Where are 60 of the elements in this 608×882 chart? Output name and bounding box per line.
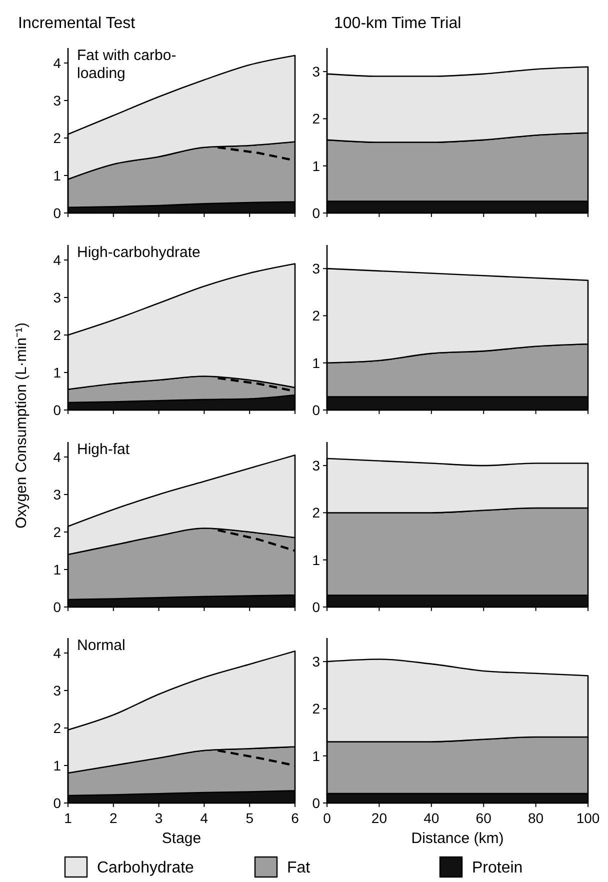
y-tick-label: 3 bbox=[312, 260, 320, 276]
y-tick-label: 4 bbox=[53, 252, 62, 268]
x-tick-label: 40 bbox=[424, 810, 440, 826]
chart-subtitle: Normal bbox=[77, 637, 126, 654]
y-tick-label: 1 bbox=[53, 167, 62, 184]
y-tick-label: 0 bbox=[312, 598, 320, 615]
y-tick-label: 4 bbox=[53, 54, 62, 71]
y-tick-label: 1 bbox=[312, 354, 320, 371]
legend-label: Protein bbox=[472, 860, 523, 877]
x-tick-label: 100 bbox=[576, 810, 600, 826]
y-tick-label: 3 bbox=[312, 63, 320, 80]
text: Fat with carbo- loading bbox=[77, 47, 176, 82]
x-tick-label: 5 bbox=[246, 810, 254, 826]
x-axis-title: Distance (km) bbox=[411, 830, 504, 847]
chart-subtitle: High-carbohydrate bbox=[77, 244, 200, 261]
y-tick-label: 0 bbox=[53, 794, 62, 811]
y-tick-label: 0 bbox=[53, 204, 62, 221]
x-tick-label: 1 bbox=[64, 810, 72, 826]
y-tick-label: 0 bbox=[53, 402, 62, 418]
y-tick-label: 1 bbox=[312, 748, 320, 764]
y-tick-label: 3 bbox=[312, 457, 320, 474]
y-tick-label: 4 bbox=[53, 448, 62, 465]
y-tick-label: 1 bbox=[312, 552, 320, 568]
y-tick-label: 0 bbox=[53, 598, 62, 615]
y-tick-label: 2 bbox=[53, 326, 62, 343]
y-tick-label: 3 bbox=[53, 486, 62, 502]
y-tick-label: 2 bbox=[312, 700, 320, 717]
y-tick-label: 1 bbox=[53, 757, 62, 774]
y-tick-label: 2 bbox=[53, 130, 62, 146]
y-tick-label: 0 bbox=[312, 794, 320, 811]
x-tick-label: 2 bbox=[110, 810, 118, 826]
y-tick-label: 1 bbox=[53, 364, 62, 380]
y-tick-label: 2 bbox=[312, 504, 320, 521]
y-tick-label: 3 bbox=[53, 289, 62, 306]
y-tick-label: 4 bbox=[53, 644, 62, 661]
legend-label: Carbohydrate bbox=[97, 860, 194, 877]
chart-subtitle: High-fat bbox=[77, 441, 130, 458]
y-tick-label: 0 bbox=[312, 402, 320, 418]
y-tick-label: 1 bbox=[53, 561, 62, 578]
legend-label: Fat bbox=[287, 860, 311, 877]
chart-title: Incremental Test bbox=[18, 15, 136, 32]
chart-title: 100-km Time Trial bbox=[334, 15, 462, 32]
y-tick-label: 1 bbox=[312, 158, 320, 174]
x-tick-label: 4 bbox=[200, 810, 208, 826]
x-tick-label: 80 bbox=[528, 810, 544, 826]
x-tick-label: 60 bbox=[476, 810, 492, 826]
y-tick-label: 3 bbox=[53, 92, 62, 108]
x-tick-label: 0 bbox=[323, 810, 332, 826]
x-tick-label: 20 bbox=[371, 810, 388, 826]
y-tick-label: 2 bbox=[312, 308, 320, 324]
y-tick-label: 0 bbox=[312, 204, 320, 221]
y-tick-label: 3 bbox=[53, 682, 62, 698]
y-tick-label: 2 bbox=[53, 720, 62, 736]
y-tick-label: 2 bbox=[53, 524, 62, 540]
x-tick-label: 3 bbox=[154, 810, 163, 826]
y-tick-label: 3 bbox=[312, 653, 320, 670]
y-tick-label: 2 bbox=[312, 110, 320, 127]
x-tick-label: 6 bbox=[291, 810, 300, 826]
y-axis-title: Oxygen Consumption (L·min⁻¹) bbox=[13, 322, 30, 528]
x-axis-title: Stage bbox=[162, 830, 202, 847]
